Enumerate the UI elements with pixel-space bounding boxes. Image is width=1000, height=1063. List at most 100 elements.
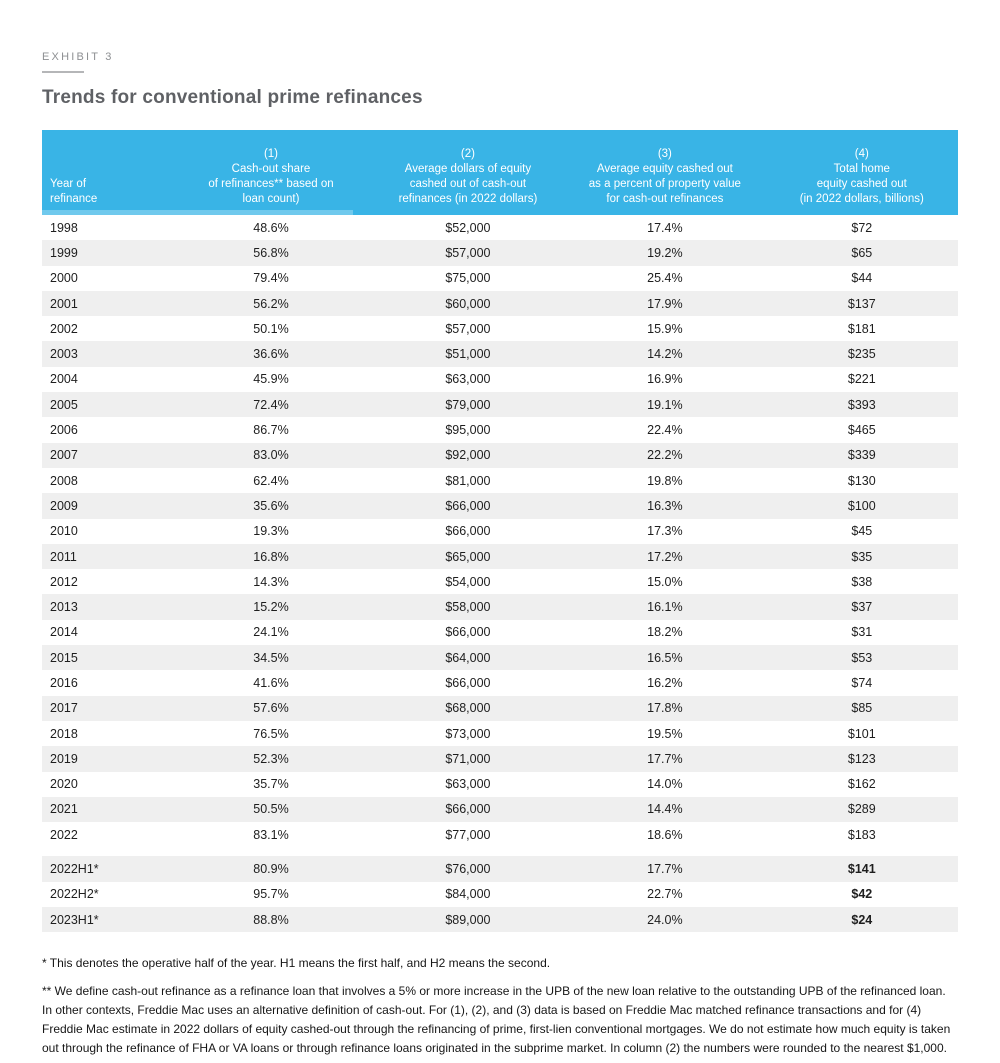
footnote-operative-half: * This denotes the operative half of the… xyxy=(42,956,551,971)
table-row: 2000 79.4% $75,000 25.4% $44 xyxy=(42,266,958,291)
cell-year: 2014 xyxy=(50,625,78,640)
cell-avg-equity-dollars: $66,000 xyxy=(445,675,491,690)
cell-avg-equity-dollars: $51,000 xyxy=(445,347,491,362)
cell-equity-percent: 19.5% xyxy=(647,726,683,741)
cell-cashout-share: 50.1% xyxy=(253,321,289,336)
cell-cashout-share: 48.6% xyxy=(253,220,289,235)
cell-cashout-share: 79.4% xyxy=(253,271,289,286)
header-line: refinance xyxy=(50,193,98,205)
cell-avg-equity-dollars: $79,000 xyxy=(445,397,491,412)
footnotes: * This denotes the operative half of the… xyxy=(42,954,958,1058)
header-year-of-refinance: Year of refinance xyxy=(42,177,170,207)
cell-avg-equity-dollars: $68,000 xyxy=(445,701,491,716)
cell-equity-percent: 16.1% xyxy=(647,600,683,615)
cell-equity-percent: 24.0% xyxy=(647,912,683,927)
header-line: Year of xyxy=(50,178,87,190)
cell-avg-equity-dollars: $57,000 xyxy=(445,245,491,260)
cell-avg-equity-dollars: $57,000 xyxy=(445,321,491,336)
cell-year: 2012 xyxy=(50,574,78,589)
cell-year: 1998 xyxy=(50,220,78,235)
cell-cashout-share: 83.0% xyxy=(253,448,289,463)
cell-avg-equity-dollars: $64,000 xyxy=(445,650,491,665)
cell-avg-equity-dollars: $89,000 xyxy=(445,912,491,927)
cell-equity-percent: 17.8% xyxy=(647,701,683,716)
cell-total-equity: $74 xyxy=(851,675,873,690)
cell-total-equity: $65 xyxy=(851,245,873,260)
cell-cashout-share: 56.2% xyxy=(253,296,289,311)
cell-cashout-share: 72.4% xyxy=(253,397,289,412)
cell-avg-equity-dollars: $63,000 xyxy=(445,777,491,792)
table-row: 2005 72.4% $79,000 19.1% $393 xyxy=(42,392,958,418)
cell-cashout-share: 35.6% xyxy=(253,498,289,513)
page-title: Trends for conventional prime refinances xyxy=(42,87,423,108)
table-row: 2003 36.6% $51,000 14.2% $235 xyxy=(42,341,958,367)
cell-equity-percent: 22.7% xyxy=(647,887,683,902)
cell-total-equity: $45 xyxy=(851,524,873,539)
table-body-annual: 1998 48.6% $52,000 17.4% $72 1999 56.8% … xyxy=(42,215,958,847)
header-line: refinances (in 2022 dollars) xyxy=(398,193,538,205)
cell-year: 2019 xyxy=(50,751,78,766)
cell-year: 2010 xyxy=(50,524,78,539)
header-equity-percent: (3) Average equity cashed out as a perce… xyxy=(564,147,766,207)
cell-year: 2015 xyxy=(50,650,78,665)
cell-year: 2011 xyxy=(50,549,77,564)
table-row: 1998 48.6% $52,000 17.4% $72 xyxy=(42,215,958,240)
cell-avg-equity-dollars: $66,000 xyxy=(445,524,491,539)
header-line: (in 2022 dollars, billions) xyxy=(799,193,924,205)
header-line: Total home xyxy=(833,163,890,175)
cell-year: 2008 xyxy=(50,473,78,488)
cell-equity-percent: 18.2% xyxy=(647,625,683,640)
table-row: 2023H1* 88.8% $89,000 24.0% $24 xyxy=(42,907,958,933)
cell-equity-percent: 15.0% xyxy=(647,574,683,589)
cell-total-equity: $53 xyxy=(851,650,873,665)
cell-cashout-share: 35.7% xyxy=(253,777,289,792)
cell-avg-equity-dollars: $52,000 xyxy=(445,220,491,235)
header-line: for cash-out refinances xyxy=(606,193,724,205)
cell-cashout-share: 56.8% xyxy=(253,245,289,260)
header-line: (2) xyxy=(460,148,475,160)
cell-year: 2001 xyxy=(50,296,78,311)
cell-equity-percent: 22.2% xyxy=(647,448,683,463)
cell-total-equity: $100 xyxy=(847,498,876,513)
cell-total-equity: $235 xyxy=(847,347,876,362)
cell-total-equity: $141 xyxy=(847,862,876,877)
cell-total-equity: $44 xyxy=(851,271,873,286)
cell-cashout-share: 45.9% xyxy=(253,372,289,387)
cell-avg-equity-dollars: $76,000 xyxy=(445,862,491,877)
cell-equity-percent: 16.3% xyxy=(647,498,683,513)
cell-equity-percent: 17.9% xyxy=(647,296,683,311)
cell-year: 2022H2* xyxy=(50,887,99,902)
header-highlight-strip xyxy=(42,210,354,215)
cell-avg-equity-dollars: $77,000 xyxy=(445,827,491,842)
cell-cashout-share: 19.3% xyxy=(253,524,289,539)
cell-total-equity: $183 xyxy=(847,827,876,842)
cell-equity-percent: 17.7% xyxy=(647,751,683,766)
footnote-cashout-definition: ** We define cash-out refinance as a ref… xyxy=(42,984,951,1056)
cell-equity-percent: 18.6% xyxy=(647,827,683,842)
cell-cashout-share: 95.7% xyxy=(253,887,289,902)
cell-avg-equity-dollars: $66,000 xyxy=(445,625,491,640)
table-row: 2007 83.0% $92,000 22.2% $339 xyxy=(42,442,958,468)
cell-total-equity: $130 xyxy=(847,473,876,488)
cell-total-equity: $35 xyxy=(851,549,873,564)
table-row: 2022H2* 95.7% $84,000 22.7% $42 xyxy=(42,882,958,907)
cell-year: 2003 xyxy=(50,347,78,362)
cell-total-equity: $42 xyxy=(851,887,873,902)
cell-total-equity: $162 xyxy=(847,777,876,792)
header-line: equity cashed out xyxy=(816,178,907,190)
table-header: Year of refinance (1) Cash-out share of … xyxy=(42,130,958,215)
cell-total-equity: $72 xyxy=(851,220,873,235)
cell-avg-equity-dollars: $65,000 xyxy=(445,549,491,564)
cell-total-equity: $38 xyxy=(851,574,873,589)
cell-cashout-share: 14.3% xyxy=(253,574,289,589)
cell-cashout-share: 62.4% xyxy=(253,473,289,488)
header-line: as a percent of property value xyxy=(588,178,741,190)
header-cashout-share: (1) Cash-out share of refinances** based… xyxy=(170,147,372,207)
header-line: (4) xyxy=(854,148,869,160)
cell-avg-equity-dollars: $71,000 xyxy=(445,751,491,766)
cell-year: 2020 xyxy=(50,777,78,792)
table-row: 2016 41.6% $66,000 16.2% $74 xyxy=(42,670,958,695)
table-row: 2021 50.5% $66,000 14.4% $289 xyxy=(42,796,958,823)
header-line: cashed out of cash-out xyxy=(409,178,527,190)
